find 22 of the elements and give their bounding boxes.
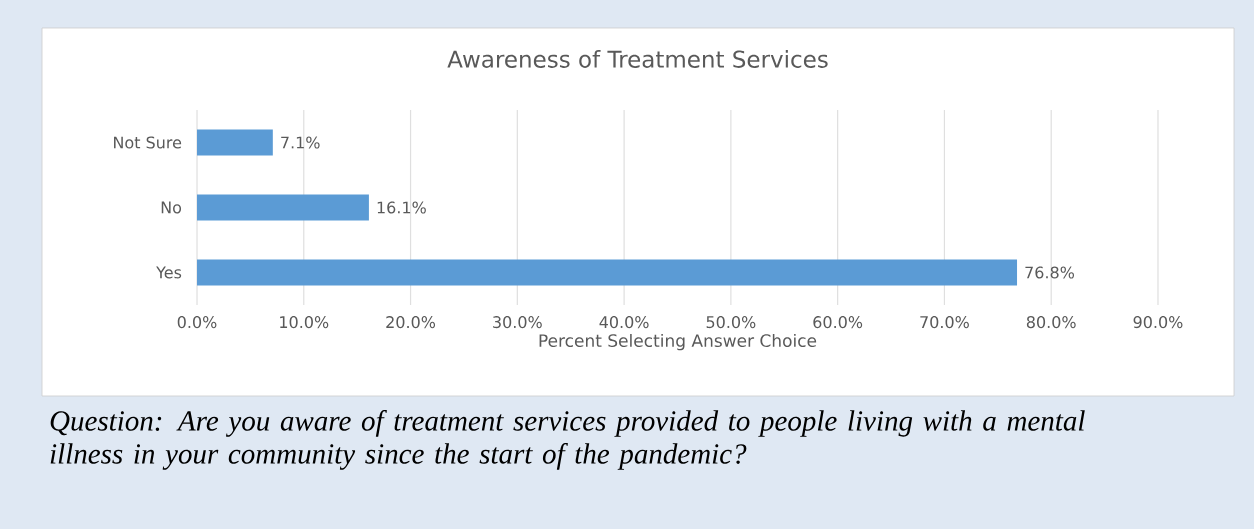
x-tick-label: 70.0% <box>920 316 969 329</box>
data-label: 76.8% <box>1025 266 1075 279</box>
x-tick-label: 90.0% <box>1133 316 1183 329</box>
x-tick-label: 50.0% <box>706 316 756 329</box>
x-tick-label: 10.0% <box>280 316 329 329</box>
y-tick-label: Yes <box>156 266 182 279</box>
x-tick-label: 60.0% <box>813 316 863 329</box>
y-tick-label: Not Sure <box>114 136 182 149</box>
bar <box>197 194 369 221</box>
x-tick-label: 30.0% <box>493 316 542 329</box>
data-label: 7.1% <box>281 136 320 149</box>
chart-title: Awareness of Treatment Services <box>447 50 828 68</box>
text: Question: Are you aware of treatment services provided to people living with a mental illness in your community since the start of the pandemic? <box>50 410 1085 470</box>
y-tick-label: No <box>161 201 182 214</box>
data-label: 16.1% <box>377 201 426 214</box>
bar <box>197 129 273 156</box>
x-axis-title: Percent Selecting Answer Choice <box>539 333 817 351</box>
x-tick-label: 20.0% <box>386 316 436 329</box>
x-tick-label: 40.0% <box>599 316 649 329</box>
x-tick-label: 80.0% <box>1026 316 1076 329</box>
x-tick-label: 0.0% <box>177 316 217 329</box>
bar <box>197 259 1018 286</box>
